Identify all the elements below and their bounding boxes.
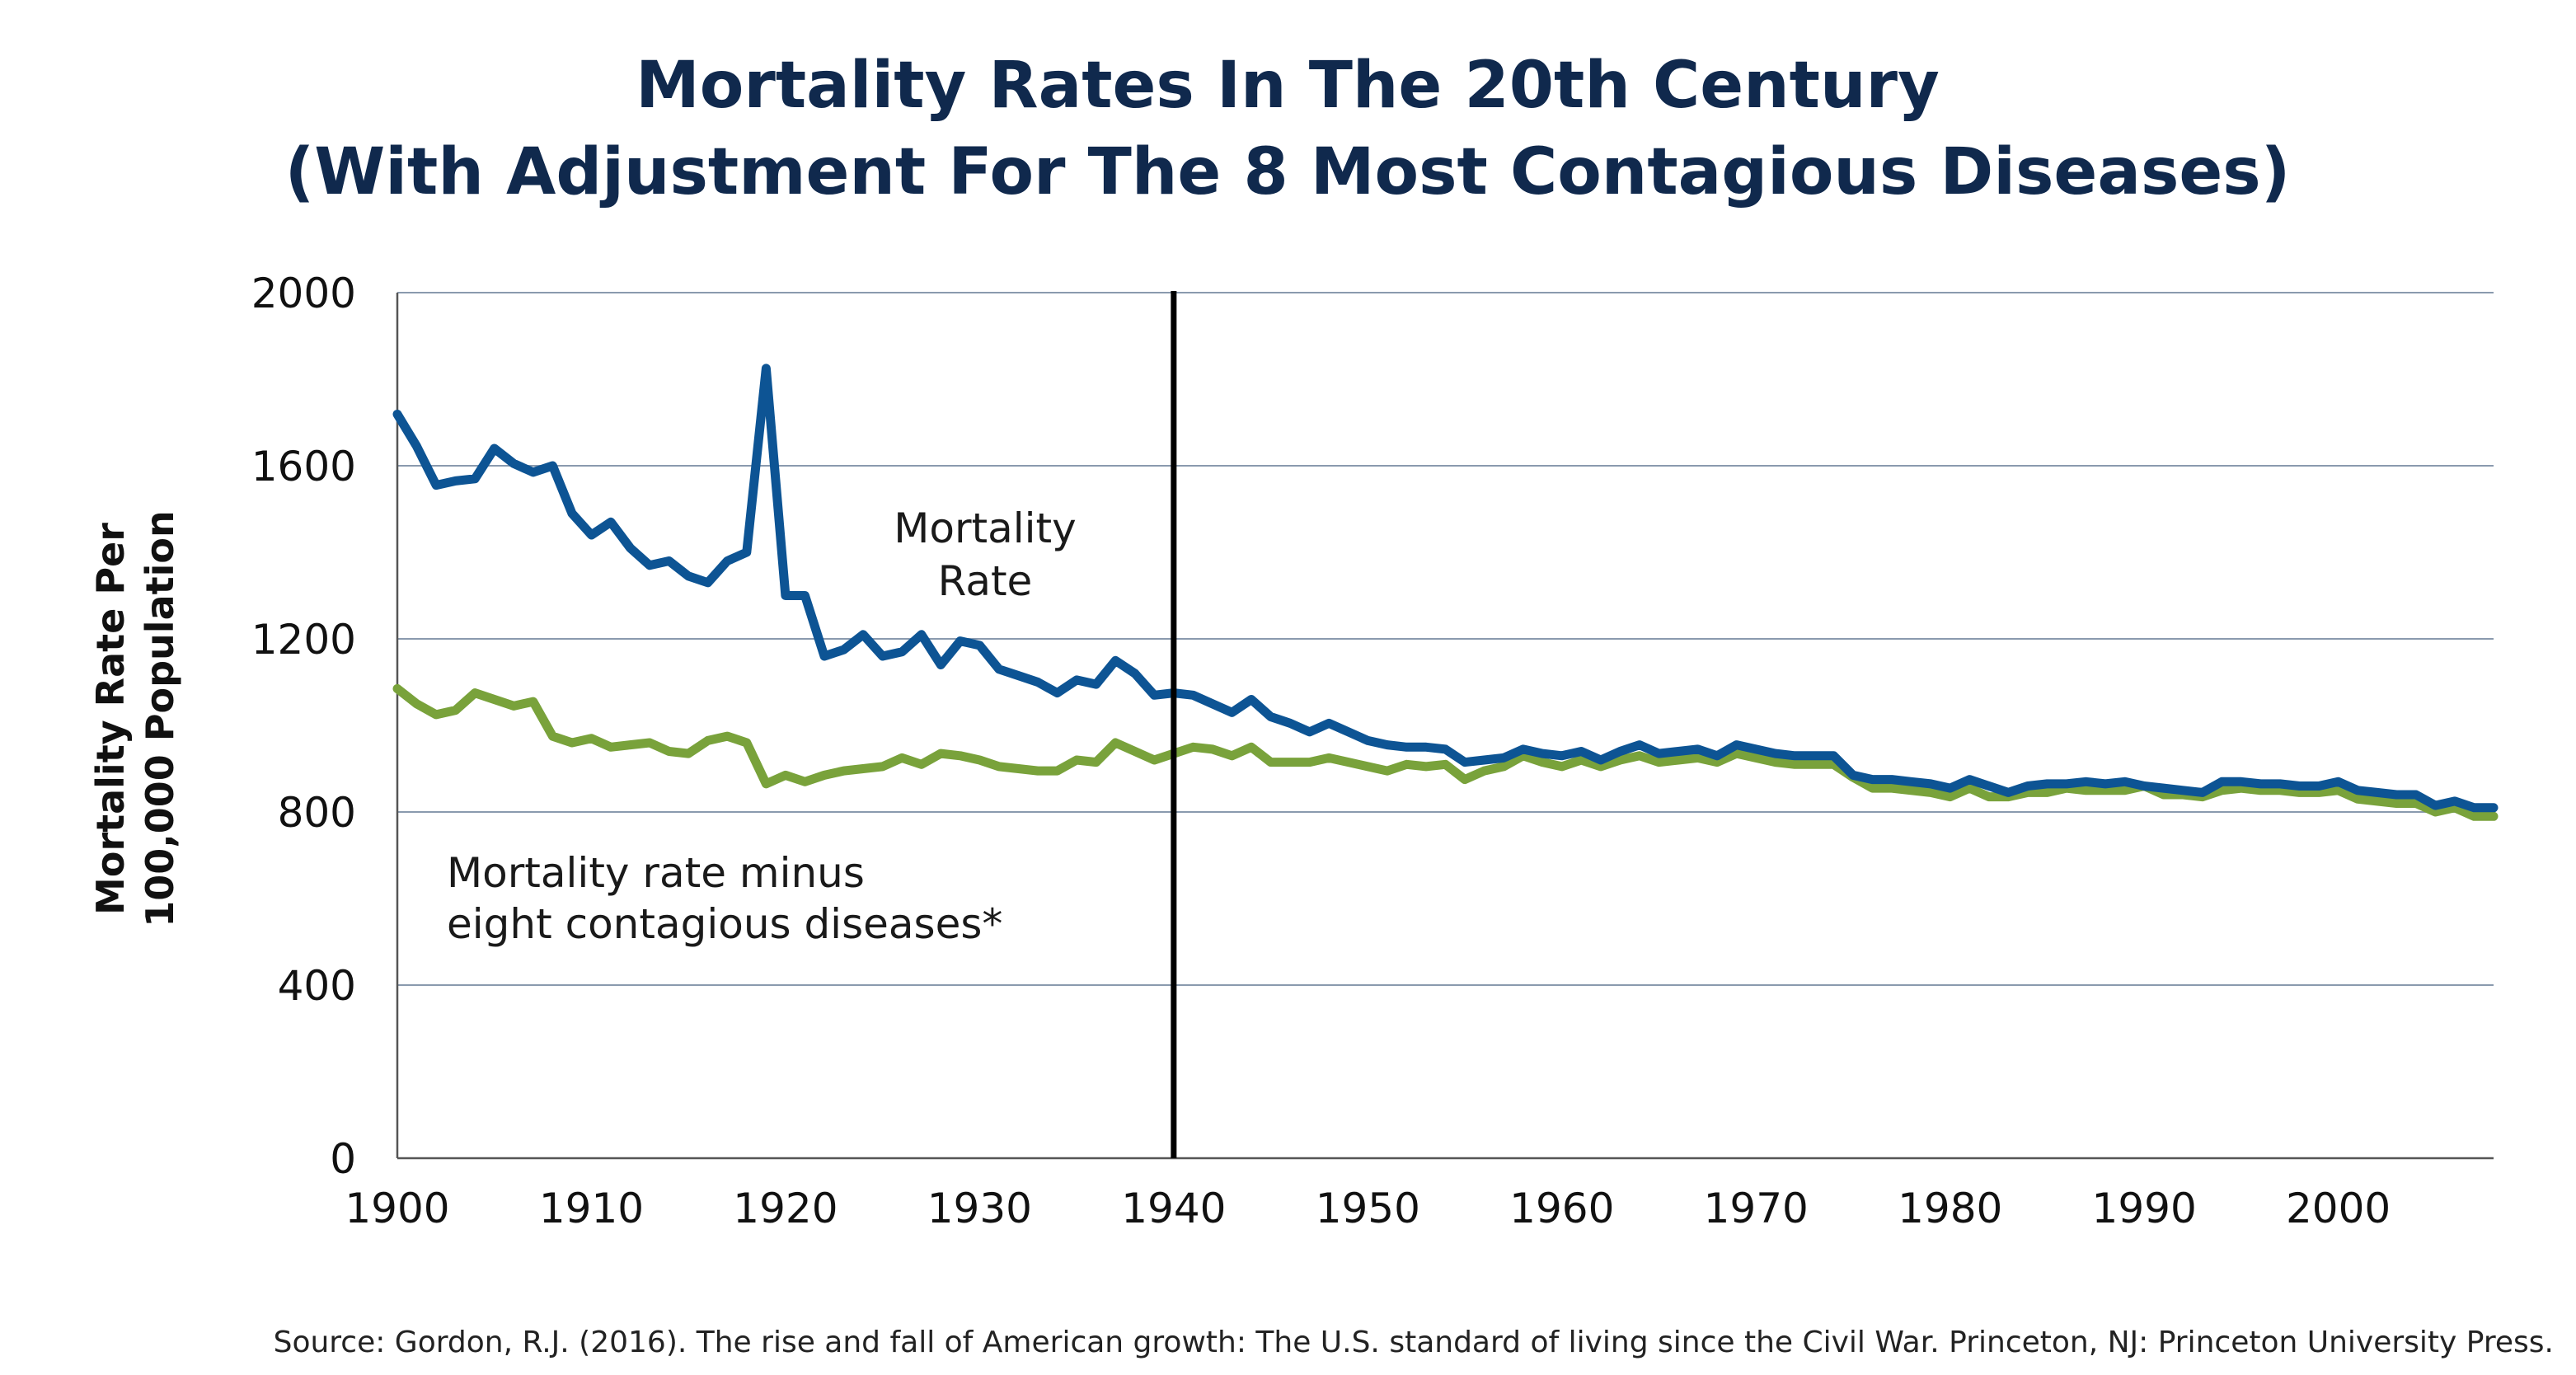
axes: 0 400 800 1200 1600 2000 1900 1910 1920 1930 1940 1… (251, 270, 2494, 1232)
annotation-adjusted-rate-line-1: Mortality rate minus (447, 849, 865, 897)
y-axis-title-line-1: Mortality Rate Per (88, 523, 133, 915)
y-tick-label-400: 400 (278, 962, 356, 1010)
source-note: Source: Gordon, R.J. (2016). The rise an… (274, 1326, 2554, 1359)
chart-title: Mortality Rates In The 20th Century (With… (285, 49, 2291, 209)
x-tick-label-1920: 1920 (733, 1185, 838, 1232)
x-tick-label-1930: 1930 (927, 1185, 1032, 1232)
x-tick-label-1940: 1940 (1121, 1185, 1226, 1232)
series-lines (392, 364, 2499, 821)
y-tick-label-1200: 1200 (251, 616, 356, 664)
x-tick-label-1900: 1900 (345, 1185, 449, 1232)
y-axis-title-line-2: 100,000 Population (138, 510, 182, 927)
source-citation: Source: Gordon, R.J. (2016). The rise an… (274, 1326, 2554, 1359)
chart-title-line-2: (With Adjustment For The 8 Most Contagio… (285, 135, 2291, 209)
annotation-adjusted-rate-line-2: eight contagious diseases* (447, 900, 1002, 948)
y-tick-label-800: 800 (278, 789, 356, 837)
series-line-mortality-rate (392, 364, 2499, 813)
x-tick-label-1950: 1950 (1316, 1185, 1420, 1232)
x-tick-label-1980: 1980 (1898, 1185, 2002, 1232)
x-tick-label-1910: 1910 (539, 1185, 644, 1232)
chart-title-line-1: Mortality Rates In The 20th Century (636, 49, 1940, 123)
y-tick-label-1600: 1600 (251, 443, 356, 490)
x-tick-label-2000: 2000 (2286, 1185, 2391, 1232)
x-tick-label-1960: 1960 (1509, 1185, 1614, 1232)
annotation-mortality-rate-line-1: Mortality (894, 504, 1077, 552)
x-tick-label-1990: 1990 (2092, 1185, 2197, 1232)
annotation-mortality-rate-line-2: Rate (938, 557, 1033, 605)
y-tick-label-2000: 2000 (251, 270, 356, 317)
gridlines (397, 292, 2494, 986)
y-tick-label-0: 0 (330, 1135, 356, 1183)
y-axis-title: Mortality Rate Per 100,000 Population (88, 510, 182, 927)
x-tick-label-1970: 1970 (1704, 1185, 1809, 1232)
